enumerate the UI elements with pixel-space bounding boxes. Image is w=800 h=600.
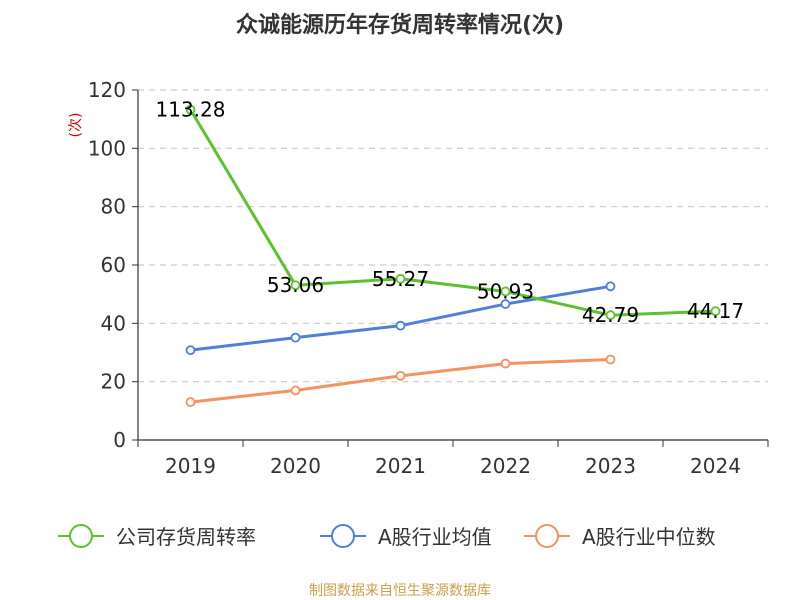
grid-lines bbox=[138, 89, 768, 383]
data-label: 44.17 bbox=[687, 299, 744, 323]
series-line bbox=[190, 284, 611, 352]
x-tick-label: 2020 bbox=[270, 454, 321, 478]
x-tick-label: 2023 bbox=[585, 454, 636, 478]
data-point bbox=[500, 286, 511, 297]
y-tick-labels: 0 20 40 60 80 100 120 bbox=[88, 78, 126, 452]
data-point bbox=[290, 332, 301, 343]
chart-title: 众诚能源历年存货周转率情况(次) bbox=[236, 12, 564, 38]
legend: 公司存货周转率 A股行业均值 A股行业中位数 bbox=[58, 524, 716, 549]
source-note: 制图数据来自恒生聚源数据库 bbox=[309, 583, 491, 599]
x-tick-label: 2019 bbox=[165, 454, 216, 478]
data-point bbox=[395, 370, 406, 381]
series-line bbox=[190, 358, 611, 404]
legend-swatch-marker bbox=[331, 524, 355, 548]
legend-swatch-marker bbox=[535, 524, 559, 548]
data-point bbox=[605, 281, 616, 292]
data-point bbox=[185, 397, 196, 407]
series-layer bbox=[185, 104, 721, 407]
legend-label: A股行业均值 bbox=[378, 525, 492, 549]
series-line bbox=[189, 108, 716, 317]
y-tick-label: 0 bbox=[113, 428, 126, 452]
data-point bbox=[185, 345, 196, 356]
data-label: 50.93 bbox=[477, 279, 534, 303]
axes bbox=[132, 89, 769, 447]
data-labels: 113.28 53.06 55.27 50.93 42.79 44.17 bbox=[156, 98, 745, 328]
y-axis-label: (次) bbox=[68, 113, 84, 138]
y-tick-label: 40 bbox=[101, 311, 126, 335]
data-point bbox=[290, 280, 301, 291]
data-point bbox=[395, 320, 406, 331]
y-tick-label: 60 bbox=[101, 253, 126, 277]
x-tick-label: 2022 bbox=[480, 454, 531, 478]
y-tick-label: 80 bbox=[101, 195, 126, 219]
y-tick-label: 20 bbox=[101, 370, 126, 394]
y-tick-label: 120 bbox=[88, 78, 126, 102]
data-point bbox=[605, 354, 616, 365]
legend-label: 公司存货周转率 bbox=[116, 525, 256, 549]
data-label: 55.27 bbox=[372, 267, 429, 291]
data-point bbox=[290, 385, 301, 396]
data-point bbox=[500, 358, 511, 369]
data-label: 42.79 bbox=[582, 303, 639, 327]
legend-label: A股行业中位数 bbox=[582, 525, 716, 549]
data-point bbox=[185, 104, 196, 115]
data-point bbox=[710, 306, 721, 317]
y-tick-label: 100 bbox=[88, 136, 126, 160]
data-label: 113.28 bbox=[156, 98, 226, 122]
data-point bbox=[500, 299, 511, 309]
x-tick-label: 2024 bbox=[690, 454, 741, 478]
data-point bbox=[605, 310, 616, 321]
data-point bbox=[395, 273, 406, 284]
x-tick-labels: 2019 2020 2021 2022 2023 2024 bbox=[165, 454, 741, 478]
data-label: 53.06 bbox=[267, 273, 324, 297]
x-tick-label: 2021 bbox=[375, 454, 426, 478]
legend-swatch-marker bbox=[69, 524, 93, 548]
